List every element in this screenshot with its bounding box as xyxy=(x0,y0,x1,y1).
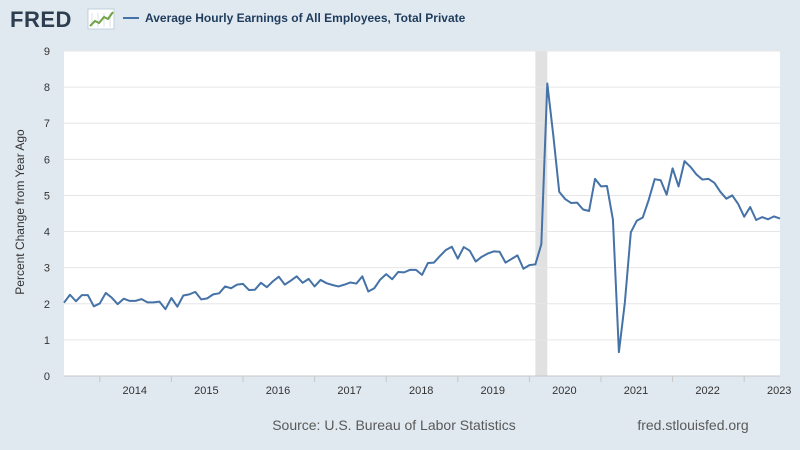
x-tick-label: 2016 xyxy=(266,385,290,397)
recession-shading-layer xyxy=(535,51,548,376)
x-tick-label: 2020 xyxy=(552,385,576,397)
fred-logo-text: FRED xyxy=(10,7,72,32)
y-axis-ticks: 0 1 2 3 4 5 6 7 8 9 xyxy=(44,46,50,383)
y-tick-label: 7 xyxy=(44,118,50,130)
y-tick-label: 3 xyxy=(44,263,50,275)
y-tick-label: 1 xyxy=(44,335,50,347)
x-tick-label: 2018 xyxy=(409,385,433,397)
x-tick-label: 2023 xyxy=(767,385,791,397)
y-tick-label: 6 xyxy=(44,154,50,166)
series-line[interactable] xyxy=(63,82,781,354)
series-layer xyxy=(63,82,781,354)
y-tick-label: 0 xyxy=(44,371,50,383)
recession-shading xyxy=(535,51,548,376)
footer-source: Source: U.S. Bureau of Labor Statistics xyxy=(272,417,516,433)
fred-logo[interactable]: FRED xyxy=(10,7,115,32)
x-tick-label: 2019 xyxy=(481,385,505,397)
fred-graph-icon xyxy=(87,8,115,30)
x-tick-label: 2014 xyxy=(123,385,147,397)
footer-site-link[interactable]: fred.stlouisfed.org xyxy=(637,417,748,433)
y-tick-label: 8 xyxy=(44,82,50,94)
x-tick-label: 2021 xyxy=(624,385,648,397)
y-axis-title: Percent Change from Year Ago xyxy=(13,129,27,295)
plot-area xyxy=(64,51,780,376)
legend-label: Average Hourly Earnings of All Employees… xyxy=(145,11,466,25)
legend[interactable]: Average Hourly Earnings of All Employees… xyxy=(123,11,466,25)
y-tick-label: 2 xyxy=(44,299,50,311)
y-tick-label: 9 xyxy=(44,46,50,58)
x-tick-label: 2015 xyxy=(194,385,218,397)
x-tick-label: 2017 xyxy=(337,385,361,397)
y-tick-label: 4 xyxy=(44,227,50,239)
x-tick-label: 2022 xyxy=(695,385,719,397)
gridlines xyxy=(64,50,780,377)
y-tick-label: 5 xyxy=(44,190,50,202)
x-axis-ticks: 2014 2015 2016 2017 2018 2019 2020 2021 2022 2023 xyxy=(99,376,791,397)
